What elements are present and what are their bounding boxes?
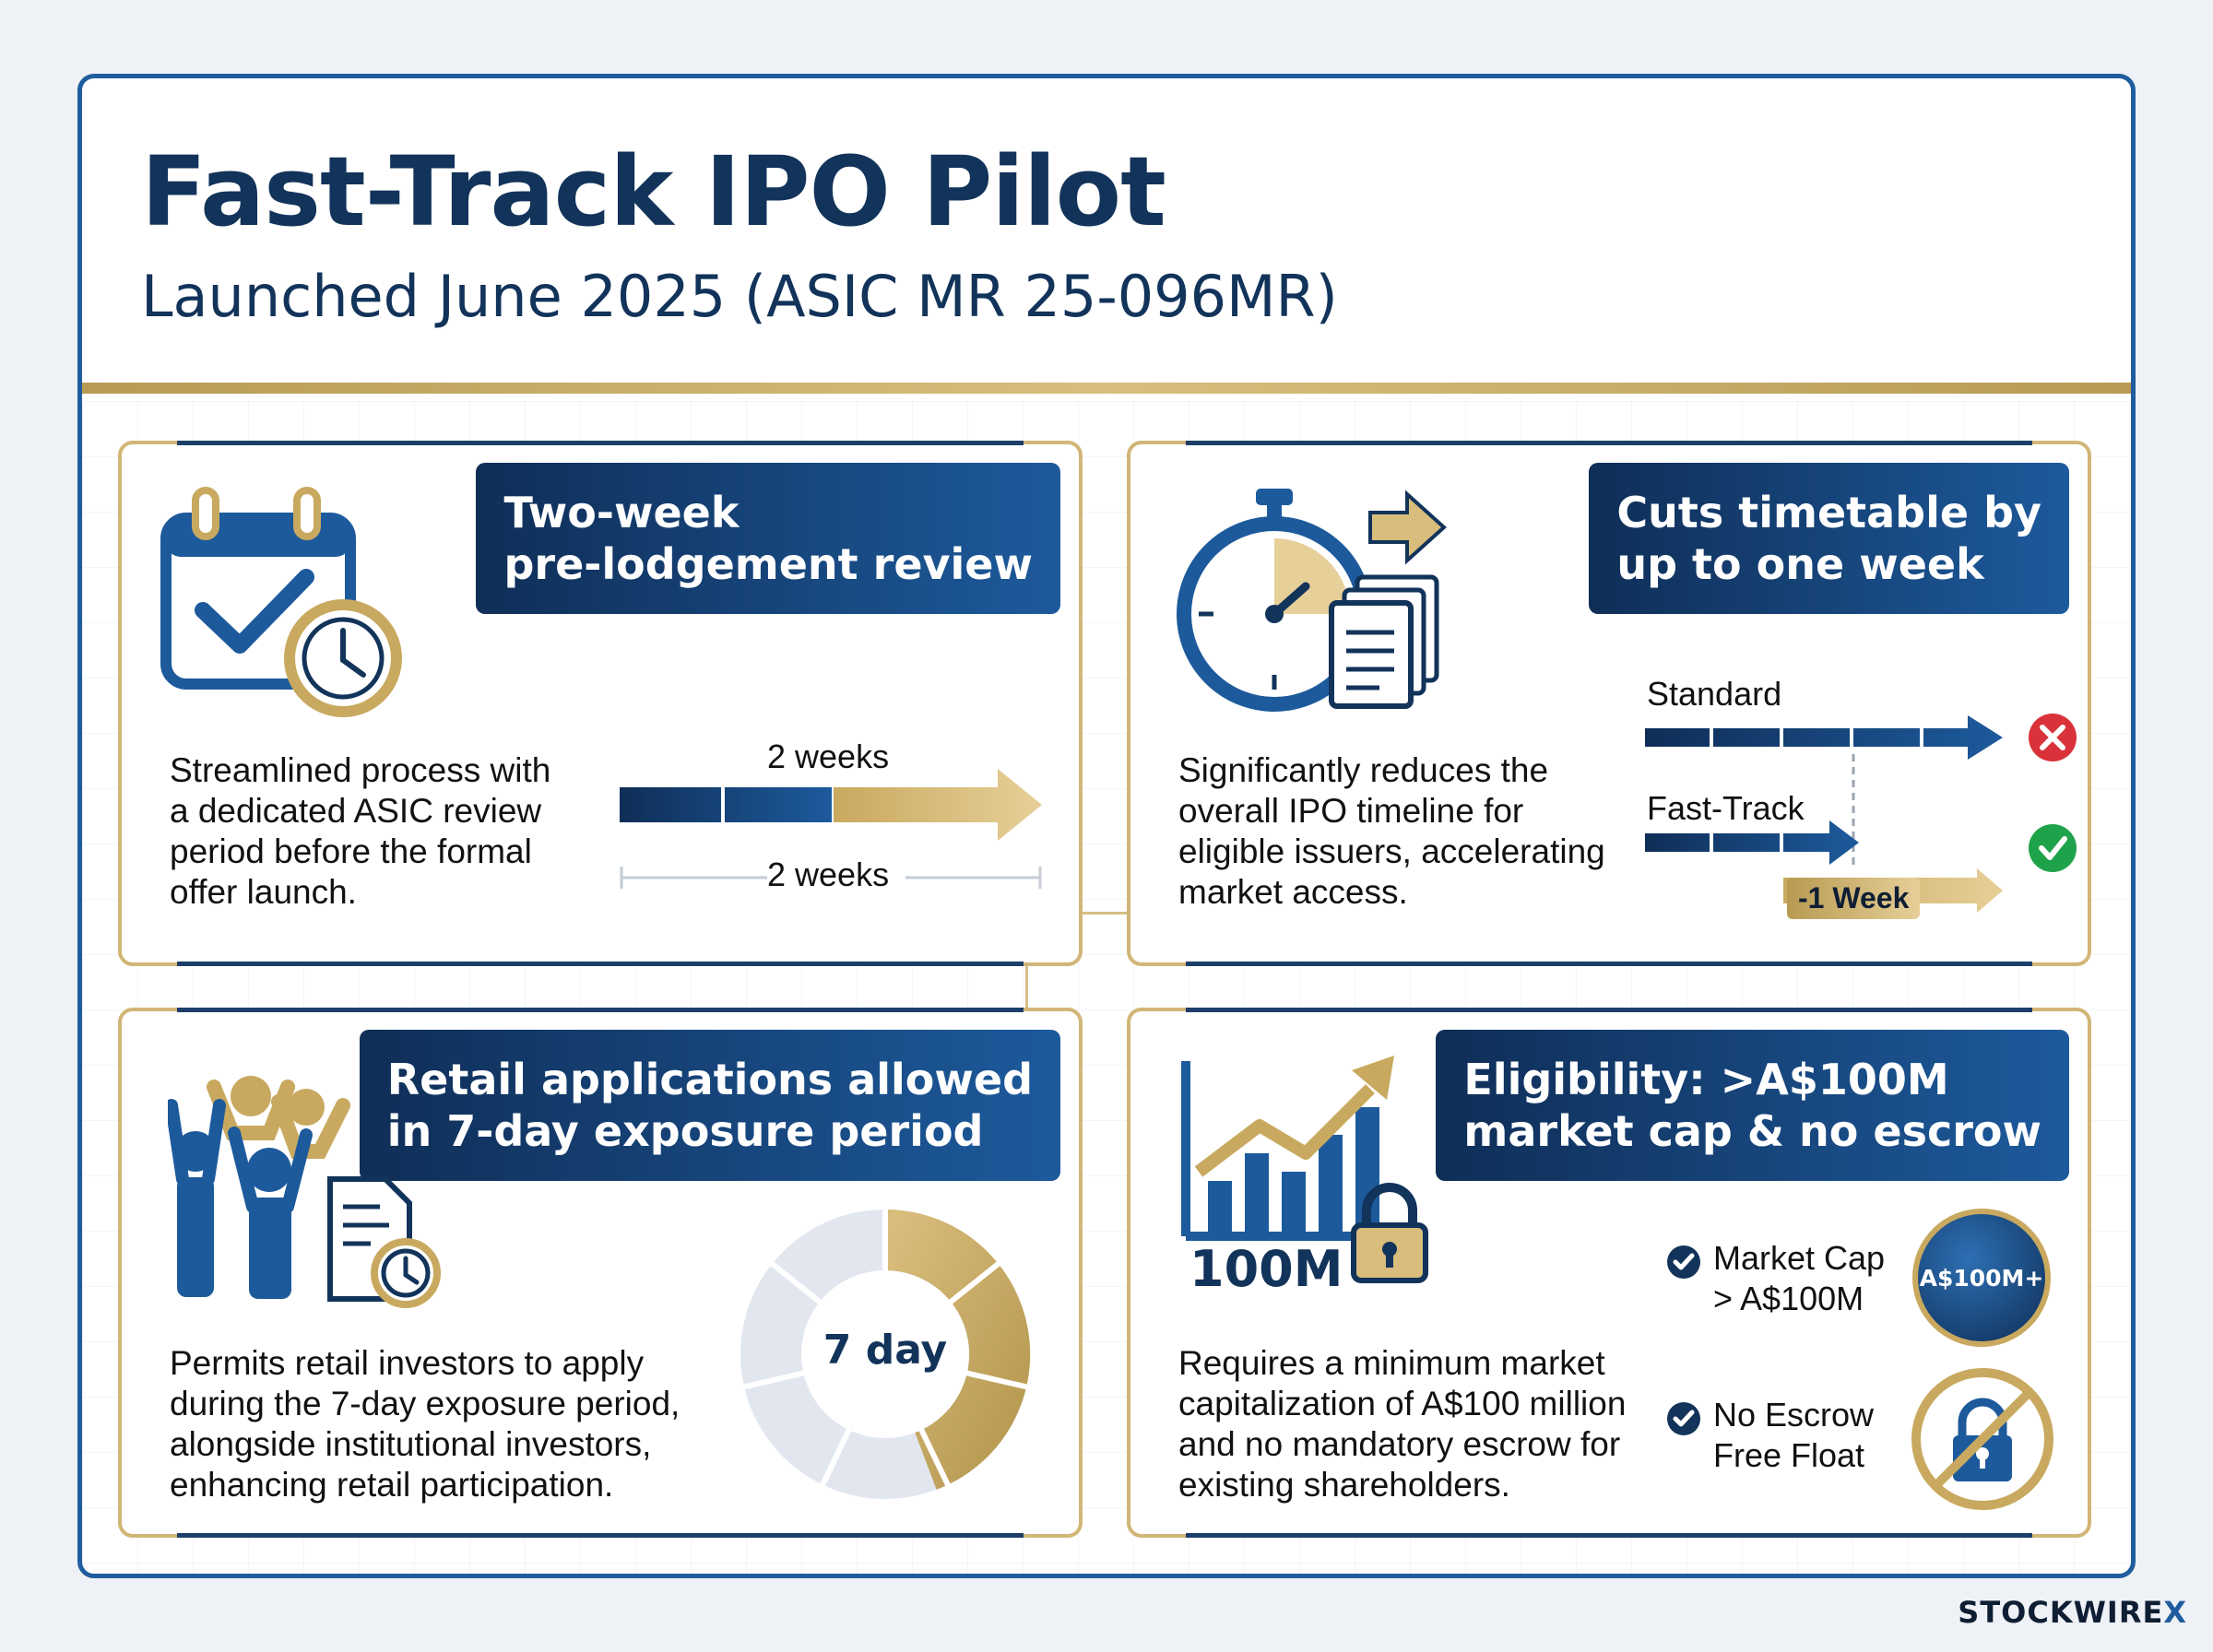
banner-line: up to one week xyxy=(1616,539,1984,589)
donut-label: 7 day xyxy=(822,1327,948,1374)
card-description: Streamlined process with a dedicated ASI… xyxy=(170,750,550,913)
description-line: eligible issuers, accelerating xyxy=(1178,832,1605,870)
no-escrow-lock-icon xyxy=(1911,1368,2053,1510)
banner-line: Retail applications allowed xyxy=(386,1055,1033,1104)
banner-line: pre-lodgement review xyxy=(503,539,1033,589)
card-timetable-cut: Cuts timetable by up to one week Signifi… xyxy=(1127,441,2091,966)
description-line: and no mandatory escrow for xyxy=(1178,1425,1621,1463)
description-line: capitalization of A$100 million xyxy=(1178,1385,1627,1422)
description-line: a dedicated ASIC review xyxy=(170,792,542,830)
stopwatch-documents-icon xyxy=(1177,489,1447,712)
fasttrack-label: Fast-Track xyxy=(1647,789,1805,827)
brand-logo: STOCKWIREX xyxy=(1958,1595,2187,1630)
timeline-bottom-label: 2 weeks xyxy=(767,856,890,893)
people-document-clock-icon xyxy=(168,1076,441,1308)
brand-mark: X xyxy=(2163,1595,2187,1630)
check-circle-icon xyxy=(1667,1402,1700,1435)
criterion-no-escrow: No Escrow Free Float xyxy=(1713,1395,1874,1476)
growth-chart-lock-icon xyxy=(1181,1056,1407,1241)
standard-label: Standard xyxy=(1647,675,1782,713)
card-retail-applications: Retail applications allowed in 7-day exp… xyxy=(118,1008,1083,1538)
check-circle-icon xyxy=(1667,1245,1700,1279)
two-week-timeline-bar xyxy=(620,769,1042,889)
card-description: Requires a minimum market capitalization… xyxy=(1178,1343,1626,1505)
card-prelodgement-review: Two-week pre-lodgement review Streamline… xyxy=(118,441,1083,966)
card-description: Permits retail investors to apply during… xyxy=(170,1343,680,1505)
padlock-icon xyxy=(1351,1183,1428,1283)
banner-line: Eligibility: >A$100M xyxy=(1463,1055,1949,1104)
badge-label: A$100M+ xyxy=(1919,1264,2044,1292)
description-line: overall IPO timeline for xyxy=(1178,792,1524,830)
timeline-top-label: 2 weeks xyxy=(767,738,890,775)
card-banner: Eligibility: >A$100M market cap & no esc… xyxy=(1436,1030,2069,1181)
saving-badge: -1 Week xyxy=(1787,878,1921,919)
gold-divider xyxy=(82,383,2131,394)
calendar-check-clock-icon xyxy=(160,487,402,717)
criterion-line: > A$100M xyxy=(1713,1280,1864,1317)
seven-day-donut xyxy=(740,1207,1031,1499)
criterion-market-cap: Market Cap > A$100M xyxy=(1713,1238,1885,1319)
description-line: market access. xyxy=(1178,873,1408,911)
banner-line: in 7-day exposure period xyxy=(386,1106,984,1156)
description-line: offer launch. xyxy=(170,873,357,911)
market-cap-badge: A$100M+ xyxy=(1912,1209,2051,1347)
card-eligibility: Eligibility: >A$100M market cap & no esc… xyxy=(1127,1008,2091,1538)
page-subtitle: Launched June 2025 (ASIC MR 25-096MR) xyxy=(141,263,1338,330)
criterion-line: Market Cap xyxy=(1713,1239,1886,1277)
chart-label: 100M xyxy=(1189,1240,1343,1298)
card-banner: Two-week pre-lodgement review xyxy=(476,463,1060,614)
criterion-line: Free Float xyxy=(1713,1436,1865,1474)
description-line: during the 7-day exposure period, xyxy=(170,1385,680,1422)
description-line: period before the formal xyxy=(170,832,532,870)
description-line: alongside institutional investors, xyxy=(170,1425,652,1463)
criterion-line: No Escrow xyxy=(1713,1396,1875,1434)
description-line: Requires a minimum market xyxy=(1178,1344,1605,1382)
page-title: Fast-Track IPO Pilot xyxy=(141,136,1166,248)
card-description: Significantly reduces the overall IPO ti… xyxy=(1178,750,1605,913)
description-line: existing shareholders. xyxy=(1178,1466,1510,1504)
description-line: enhancing retail participation. xyxy=(170,1466,614,1504)
banner-line: Cuts timetable by xyxy=(1616,488,2041,537)
card-banner: Retail applications allowed in 7-day exp… xyxy=(359,1030,1060,1181)
banner-line: Two-week xyxy=(503,488,740,537)
brand-name: STOCKWIRE xyxy=(1958,1595,2164,1630)
banner-line: market cap & no escrow xyxy=(1463,1106,2041,1156)
card-banner: Cuts timetable by up to one week xyxy=(1589,463,2069,614)
description-line: Significantly reduces the xyxy=(1178,751,1549,789)
description-line: Streamlined process with xyxy=(170,751,551,789)
description-line: Permits retail investors to apply xyxy=(170,1344,645,1382)
